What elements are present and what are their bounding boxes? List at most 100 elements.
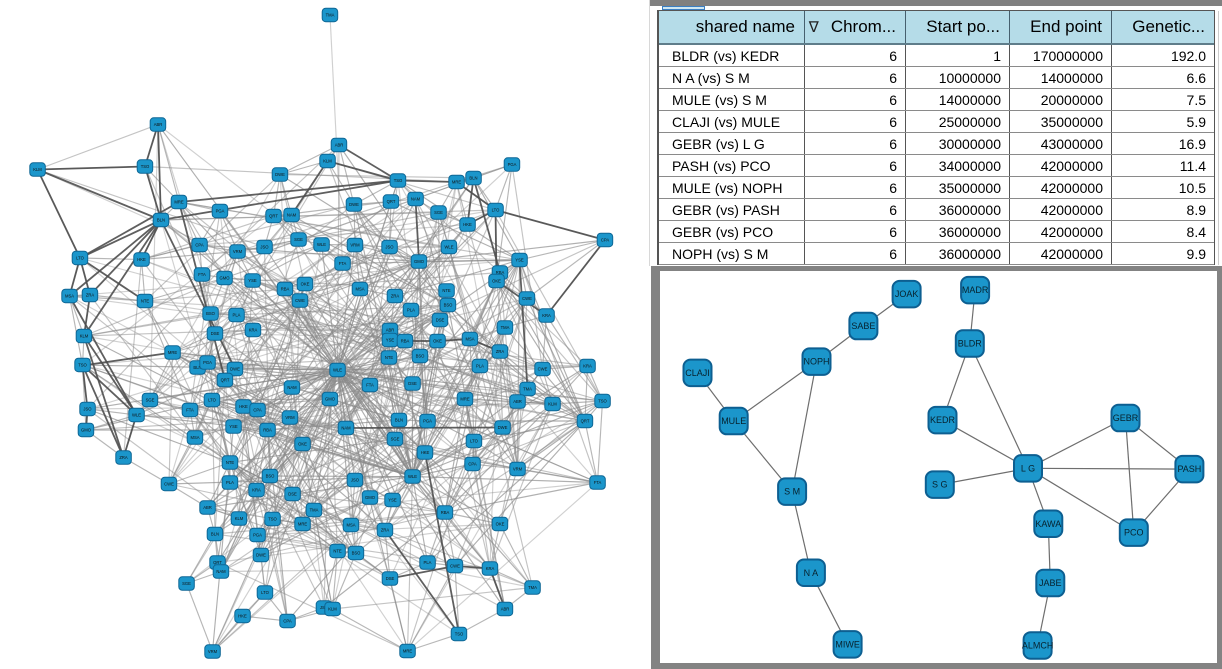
svg-text:ABR: ABR — [501, 607, 510, 612]
svg-text:OKE: OKE — [301, 282, 310, 287]
svg-text:VRM: VRM — [513, 467, 523, 472]
svg-text:PGA: PGA — [216, 209, 225, 214]
svg-text:GEBR: GEBR — [1113, 413, 1139, 423]
svg-text:PLA: PLA — [226, 480, 234, 485]
svg-text:LTO: LTO — [492, 208, 501, 213]
svg-text:CWE: CWE — [164, 482, 174, 487]
svg-text:ABR: ABR — [513, 399, 522, 404]
svg-text:SGE: SGE — [391, 437, 400, 442]
svg-text:DWE: DWE — [275, 172, 285, 177]
svg-text:FTA: FTA — [594, 480, 602, 485]
svg-text:ZRA: ZRA — [119, 455, 128, 460]
svg-text:SGE: SGE — [294, 237, 303, 242]
svg-text:NOPH: NOPH — [803, 357, 829, 367]
svg-text:CWE: CWE — [538, 367, 548, 372]
svg-text:GMO: GMO — [325, 397, 336, 402]
svg-text:ALMCH: ALMCH — [1022, 641, 1054, 651]
svg-text:MRE: MRE — [460, 397, 470, 402]
svg-text:JABE: JABE — [1039, 578, 1062, 588]
svg-text:KLM: KLM — [548, 402, 557, 407]
svg-text:DWE: DWE — [230, 367, 240, 372]
svg-text:FTA: FTA — [366, 383, 374, 388]
svg-text:KLM: KLM — [33, 167, 42, 172]
svg-text:HKE: HKE — [137, 257, 146, 262]
svg-text:JOAK: JOAK — [895, 289, 919, 299]
svg-text:BLN: BLN — [211, 532, 219, 537]
svg-text:CPA: CPA — [601, 238, 610, 243]
svg-text:LTO: LTO — [76, 256, 85, 261]
svg-text:OKE: OKE — [433, 339, 442, 344]
svg-text:N A: N A — [804, 568, 819, 578]
svg-text:QRT: QRT — [387, 199, 396, 204]
svg-text:DWE: DWE — [349, 202, 359, 207]
svg-text:KRA: KRA — [542, 313, 551, 318]
svg-text:VRM: VRM — [233, 249, 243, 254]
svg-text:MSA: MSA — [465, 337, 474, 342]
svg-text:TSO: TSO — [78, 363, 87, 368]
svg-text:DWE: DWE — [256, 553, 266, 558]
svg-text:KRA: KRA — [249, 328, 258, 333]
svg-text:NTE: NTE — [385, 355, 394, 360]
svg-text:NTE: NTE — [333, 549, 342, 554]
svg-text:NTE: NTE — [442, 288, 451, 293]
svg-text:VRM: VRM — [350, 243, 360, 248]
svg-text:QRT: QRT — [269, 214, 278, 219]
svg-text:HKE: HKE — [238, 614, 247, 619]
svg-text:OKE: OKE — [492, 279, 501, 284]
svg-text:BSO: BSO — [266, 474, 276, 479]
svg-text:BLN: BLN — [395, 418, 403, 423]
svg-text:ABR: ABR — [203, 505, 212, 510]
svg-text:DWE: DWE — [498, 425, 508, 430]
svg-text:TMA: TMA — [326, 13, 335, 18]
svg-text:JSO: JSO — [351, 478, 360, 483]
svg-text:TSO: TSO — [141, 164, 150, 169]
svg-text:PGA: PGA — [508, 162, 517, 167]
svg-text:MRE: MRE — [174, 200, 184, 205]
svg-text:MSA: MSA — [355, 287, 364, 292]
svg-text:CWE: CWE — [522, 296, 532, 301]
svg-text:CWE: CWE — [295, 298, 305, 303]
svg-text:DSE: DSE — [386, 576, 395, 581]
svg-text:JSO: JSO — [83, 407, 92, 412]
svg-text:ZRA: ZRA — [86, 293, 95, 298]
svg-text:WLE: WLE — [333, 368, 342, 373]
svg-text:HKE: HKE — [463, 222, 472, 227]
svg-text:DSE: DSE — [436, 318, 445, 323]
svg-text:YSE: YSE — [229, 424, 238, 429]
svg-text:WLE: WLE — [317, 242, 326, 247]
svg-text:KAWA: KAWA — [1035, 519, 1061, 529]
svg-text:ABR: ABR — [154, 122, 163, 127]
svg-text:S M: S M — [784, 487, 800, 497]
svg-text:WLE: WLE — [132, 413, 141, 418]
svg-text:WLE: WLE — [408, 474, 417, 479]
svg-text:MRE: MRE — [452, 180, 462, 185]
svg-text:YSE: YSE — [388, 498, 397, 503]
svg-text:NTE: NTE — [141, 299, 150, 304]
svg-text:TSO: TSO — [455, 632, 464, 637]
svg-text:KLM: KLM — [328, 607, 337, 612]
svg-text:ZRA: ZRA — [496, 349, 505, 354]
svg-text:KLM: KLM — [323, 159, 332, 164]
svg-text:RBA: RBA — [281, 287, 290, 292]
svg-text:S G: S G — [932, 480, 948, 490]
svg-text:MSA: MSA — [65, 294, 74, 299]
svg-text:NAM: NAM — [287, 213, 297, 218]
svg-text:JSO: JSO — [385, 245, 394, 250]
svg-text:DSE: DSE — [288, 492, 297, 497]
svg-text:BLN: BLN — [469, 176, 477, 181]
svg-text:TSO: TSO — [394, 178, 403, 183]
svg-text:CLAJI: CLAJI — [685, 368, 710, 378]
svg-text:YSE: YSE — [248, 278, 257, 283]
svg-text:LTO: LTO — [470, 439, 479, 444]
svg-text:KRA: KRA — [583, 364, 592, 369]
svg-text:PGA: PGA — [423, 419, 432, 424]
svg-text:CPA: CPA — [195, 243, 204, 248]
svg-text:CPA: CPA — [283, 619, 292, 624]
svg-text:OKE: OKE — [298, 442, 307, 447]
svg-text:BSO: BSO — [206, 311, 216, 316]
svg-text:MRE: MRE — [168, 350, 178, 355]
svg-text:QRT: QRT — [581, 419, 590, 424]
svg-text:TMA: TMA — [310, 508, 319, 513]
svg-text:BSO: BSO — [444, 303, 454, 308]
svg-text:RBA: RBA — [263, 428, 272, 433]
